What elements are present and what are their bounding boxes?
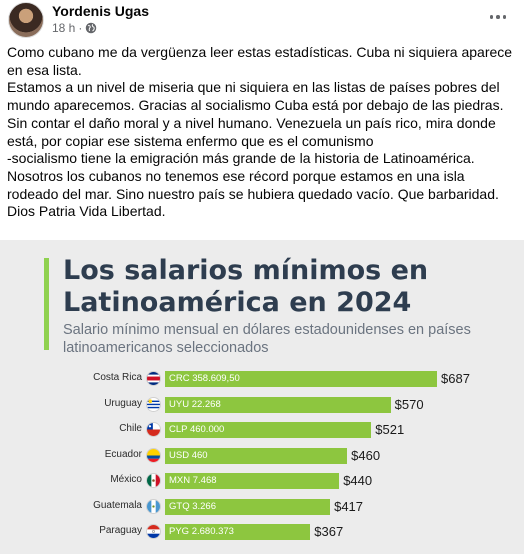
post-time[interactable]: 18 h xyxy=(52,21,76,35)
chart-row: Paraguay PYG 2.680.373 $367 xyxy=(0,521,524,543)
more-options-button[interactable] xyxy=(484,6,512,28)
paraguay-flag-icon xyxy=(146,524,161,539)
dot xyxy=(502,15,507,19)
bar xyxy=(165,524,311,540)
chile-flag-icon xyxy=(146,422,161,437)
value-label: $570 xyxy=(394,396,424,412)
author-name[interactable]: Yordenis Ugas xyxy=(52,3,149,19)
chart-row: Uruguay UYU 22.268 $570 xyxy=(0,394,524,416)
local-currency-label: MXN 7.468 xyxy=(169,475,217,486)
local-currency-label: UYU 22.268 xyxy=(169,398,221,410)
category-label: Chile xyxy=(119,423,142,434)
post-paragraph: Como cubano me da vergüenza leer estas e… xyxy=(7,44,513,78)
category-label: Guatemala xyxy=(93,499,142,511)
mexico-flag-icon xyxy=(146,473,161,488)
post-paragraph: Nosotros los cubanos no tenemos ese réco… xyxy=(7,167,499,220)
dot xyxy=(496,15,500,19)
category-label: Paraguay xyxy=(99,525,142,536)
guatemala-flag-icon xyxy=(146,498,161,514)
category-label: Ecuador xyxy=(104,448,142,460)
post-text: Como cubano me da vergüenza leer estas e… xyxy=(7,44,519,221)
bar xyxy=(165,371,437,387)
chart-row: México MXN 7.468 $440 xyxy=(0,470,524,492)
bar xyxy=(165,473,340,489)
value-label: $687 xyxy=(441,371,470,386)
costa-rica-flag-icon xyxy=(146,371,161,386)
bar xyxy=(165,396,391,413)
local-currency-label: GTQ 3.266 xyxy=(169,500,216,512)
chart-row: Chile CLP 460.000 $521 xyxy=(0,419,524,441)
local-currency-label: CRC 358.609,50 xyxy=(169,373,240,384)
bar xyxy=(165,498,331,515)
chart-row: Guatemala GTQ 3.266 $417 xyxy=(0,496,524,518)
value-label: $460 xyxy=(351,447,381,463)
value-label: $417 xyxy=(334,498,364,514)
local-currency-label: USD 460 xyxy=(169,449,208,461)
post-header: Yordenis Ugas 18 h · xyxy=(0,0,524,40)
bar-chart: Costa Rica CRC 358.609,50 $687 Uruguay UYU 2… xyxy=(0,368,524,554)
category-label: Costa Rica xyxy=(93,372,142,383)
post-meta: 18 h · xyxy=(52,21,97,35)
chart-row: Ecuador USD 460 $460 xyxy=(0,445,524,467)
bar xyxy=(165,422,372,438)
category-label: México xyxy=(110,474,142,485)
uruguay-flag-icon xyxy=(146,396,161,412)
value-label: $521 xyxy=(375,422,405,437)
bar xyxy=(165,447,348,464)
infographic-image[interactable]: Los salarios mínimos en Latinoamérica en… xyxy=(0,240,524,554)
local-currency-label: CLP 460.000 xyxy=(169,424,225,435)
value-label: $367 xyxy=(314,524,344,539)
ecuador-flag-icon xyxy=(146,447,161,463)
accent-bar xyxy=(44,258,49,350)
separator-dot: · xyxy=(78,21,83,35)
more-horizontal-icon xyxy=(489,15,494,19)
value-label: $440 xyxy=(343,473,373,488)
avatar[interactable] xyxy=(8,2,44,38)
chart-title: Los salarios mínimos en Latinoamérica en… xyxy=(63,255,429,318)
chart-row: Costa Rica CRC 358.609,50 $687 xyxy=(0,368,524,390)
globe-icon xyxy=(86,22,97,34)
category-label: Uruguay xyxy=(104,397,142,409)
post-paragraph: Estamos a un nivel de miseria que ni siq… xyxy=(7,79,504,149)
chart-subtitle: Salario mínimo mensual en dólares estado… xyxy=(63,322,471,356)
post-paragraph: -socialismo tiene la emigración más gran… xyxy=(7,150,475,167)
local-currency-label: PYG 2.680.373 xyxy=(169,526,234,537)
